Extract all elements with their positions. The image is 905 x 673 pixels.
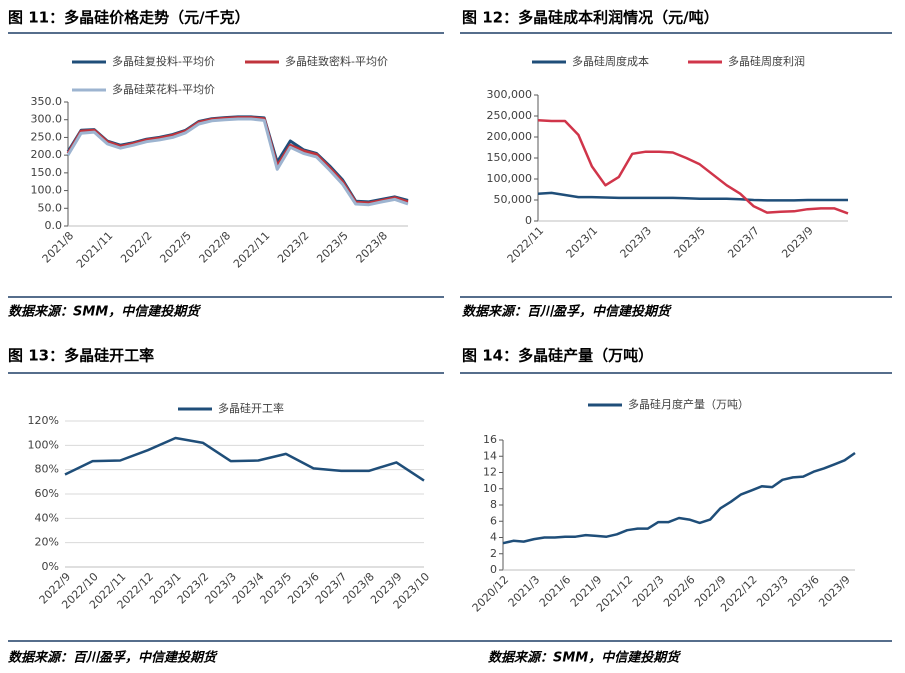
y-tick-label: 50,000 [494,193,533,206]
series-line [64,436,425,482]
x-tick-label: 2020/12 [470,573,512,615]
y-tick-label: 120% [28,414,59,427]
y-tick-label: 200,000 [487,130,533,143]
y-tick-label: 300.0 [31,113,63,126]
y-tick-label: 0 [525,214,532,227]
y-tick-label: 300,000 [487,88,533,101]
y-tick-label: 50.0 [38,201,63,214]
panel-title: 图 13：多晶硅开工率 [8,347,154,365]
y-tick-label: 200.0 [31,148,63,161]
legend-label: 多晶硅复投料-平均价 [112,54,215,68]
x-tick-label: 2023/9 [779,224,816,261]
x-tick-label: 2023/9 [816,573,853,610]
y-tick-label: 14 [483,449,497,462]
y-tick-label: 0% [42,560,59,573]
source: 数据来源：百川盈孚，中信建投期货 [462,304,672,320]
y-tick-label: 6 [490,514,497,527]
x-tick-label: 2023/2 [275,229,312,266]
series-line [66,115,409,204]
y-tick-label: 16 [483,433,497,446]
x-tick-label: 2023/3 [754,573,791,610]
y-tick-label: 0.0 [45,219,63,232]
x-tick-label: 2022/3 [630,573,667,610]
x-tick-label: 2022/8 [197,229,234,266]
y-tick-label: 60% [35,487,59,500]
legend-label: 多晶硅周度利润 [728,54,805,68]
source: 数据来源：SMM，中信建投期货 [488,650,681,666]
legend-label: 多晶硅月度产量（万吨） [628,397,749,411]
x-tick-label: 2023/3 [618,224,655,261]
y-tick-label: 100.0 [31,184,63,197]
series-line [66,117,409,207]
x-tick-label: 2023/5 [671,224,708,261]
x-tick-label: 2021/3 [506,573,543,610]
y-tick-label: 2 [490,547,497,560]
x-tick-label: 2021/8 [40,229,77,266]
x-tick-label: 2022/11 [505,224,547,266]
x-tick-label: 2021/6 [537,573,574,610]
series-line [66,116,409,205]
y-tick-label: 20% [35,536,59,549]
y-tick-label: 0 [490,563,497,576]
panel-title: 图 14：多晶硅产量（万吨） [462,347,653,365]
x-tick-label: 2023/6 [785,573,822,610]
x-tick-label: 2022/6 [661,573,698,610]
y-tick-label: 150,000 [487,151,533,164]
series-line [502,451,856,545]
source: 数据来源：SMM，中信建投期货 [8,304,201,320]
y-tick-label: 4 [490,531,497,544]
legend-label: 多晶硅周度成本 [572,54,649,68]
x-tick-label: 2023/8 [354,229,391,266]
x-tick-label: 2023/5 [314,229,351,266]
y-tick-label: 8 [490,498,497,511]
legend-label: 多晶硅菜花料-平均价 [112,82,215,96]
y-tick-label: 100,000 [487,172,533,185]
legend-label: 多晶硅开工率 [218,401,284,415]
y-tick-label: 250,000 [487,109,533,122]
legend-label: 多晶硅致密料-平均价 [285,54,388,68]
series-line [537,191,848,202]
y-tick-label: 100% [28,438,59,451]
y-tick-label: 40% [35,511,59,524]
panel-title: 图 11：多晶硅价格走势（元/千克） [8,9,250,27]
y-tick-label: 150.0 [31,166,63,179]
y-tick-label: 350.0 [31,95,63,108]
x-tick-label: 2023/1 [564,224,601,261]
y-tick-label: 10 [483,482,497,495]
x-tick-label: 2021/11 [74,229,116,271]
y-tick-label: 80% [35,463,59,476]
x-tick-label: 2022/11 [231,229,273,271]
y-tick-label: 12 [483,466,497,479]
x-tick-label: 2022/2 [118,229,155,266]
panel-title: 图 12：多晶硅成本利润情况（元/吨） [462,9,719,27]
x-tick-label: 2023/7 [725,224,762,261]
series-line [537,118,849,215]
y-tick-label: 250.0 [31,130,63,143]
source: 数据来源：百川盈孚，中信建投期货 [8,650,218,666]
x-tick-label: 2022/5 [157,229,194,266]
